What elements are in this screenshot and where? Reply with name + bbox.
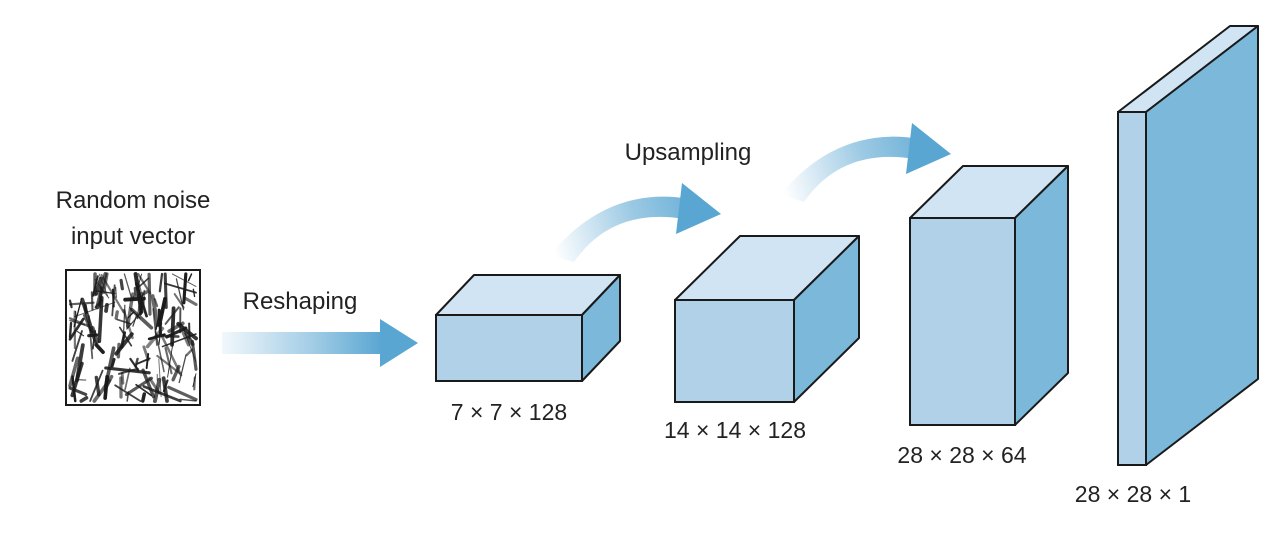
noise-stroke [90, 291, 94, 311]
noise-stroke [115, 286, 117, 299]
reshaping-arrow [222, 319, 418, 367]
noise-stroke [138, 273, 143, 286]
block-3-dims-label: 28 × 28 × 64 [897, 442, 1026, 468]
noise-stroke [68, 317, 90, 328]
noise-stroke [114, 310, 119, 320]
noise-stroke [187, 273, 193, 282]
noise-stroke [164, 346, 173, 375]
noise-stroke [88, 315, 94, 360]
noise-stroke [73, 301, 116, 318]
noise-stroke [68, 356, 80, 388]
noise-stroke [111, 288, 115, 308]
noise-stroke [158, 272, 164, 293]
noise-stroke [141, 392, 147, 403]
noise-stroke [181, 330, 191, 347]
block-2-dims-label: 14 × 14 × 128 [664, 417, 806, 443]
feature-map-block-28x28x64 [909, 165, 1069, 426]
noise-stroke [152, 308, 158, 346]
noise-stroke [92, 275, 99, 297]
noise-stroke [120, 371, 125, 385]
noise-stroke [95, 272, 108, 310]
noise-stroke [185, 348, 194, 357]
noise-stroke [167, 343, 174, 378]
noise-stroke [71, 330, 83, 362]
noise-stroke [162, 379, 169, 393]
reshaping-label: Reshaping [243, 288, 358, 315]
upsampling-label: Upsampling [625, 139, 752, 166]
noise-stroke [158, 358, 162, 398]
noise-stroke [91, 330, 97, 350]
noise-stroke [150, 294, 160, 328]
noise-stroke [70, 361, 84, 398]
noise-stroke [145, 352, 150, 370]
noise-stroke [152, 377, 162, 403]
noise-stroke [110, 357, 116, 368]
noise-stroke [124, 376, 154, 397]
block-1-front-face [435, 314, 583, 382]
noise-stroke [123, 273, 133, 300]
noise-stroke [135, 357, 151, 365]
noise-stroke [164, 282, 197, 294]
feature-map-block-7x7x128 [435, 274, 621, 382]
noise-stroke [104, 302, 109, 313]
noise-stroke [114, 332, 134, 356]
noise-stroke [179, 398, 197, 402]
feature-map-block-28x28x1 [1117, 25, 1259, 466]
noise-stroke [190, 339, 198, 371]
block-1-dims-label: 7 × 7 × 128 [451, 399, 567, 425]
noise-stroke [147, 272, 152, 316]
noise-stroke [98, 273, 108, 297]
noise-stroke [117, 367, 139, 375]
noise-stroke [154, 330, 165, 373]
noise-stroke [184, 297, 198, 306]
block-2-front-face [674, 299, 795, 403]
noise-stroke [171, 364, 181, 382]
noise-stroke [94, 375, 101, 397]
noise-stroke [103, 374, 114, 391]
noise-stroke [97, 295, 104, 343]
noise-stroke [141, 368, 156, 399]
noise-stroke [94, 343, 105, 355]
noise-stroke [167, 385, 198, 402]
noise-image-icon [65, 269, 201, 406]
noise-stroke [157, 308, 163, 337]
noise-stroke [69, 319, 86, 326]
noise-stroke [137, 272, 152, 295]
noise-stroke [182, 272, 188, 305]
noise-stroke [153, 298, 159, 308]
noise-stroke [119, 278, 124, 291]
noise-stroke [138, 298, 144, 316]
block-3-front-face [909, 217, 1016, 426]
block-4-dims-label: 28 × 28 × 1 [1075, 481, 1191, 507]
noise-stroke [164, 306, 180, 325]
noise-stroke [104, 366, 151, 375]
noise-stroke [79, 396, 89, 403]
noise-stroke [173, 293, 185, 309]
feature-map-block-14x14x128 [674, 235, 860, 403]
noise-stroke [134, 357, 139, 368]
block-4-front-face [1117, 111, 1147, 466]
noise-stroke [68, 301, 95, 306]
noise-stroke [118, 326, 133, 347]
noise-stroke [132, 313, 138, 327]
noise-stroke [192, 373, 197, 388]
noise-stroke [68, 317, 85, 341]
noise-stroke [130, 307, 154, 330]
input-label-line2: input vector [71, 223, 195, 250]
upsampling-arrow-1 [550, 183, 721, 262]
noise-stroke [163, 272, 168, 309]
upsampling-arrow-2 [780, 123, 951, 202]
input-label-line1: Random noise [56, 187, 211, 214]
noise-stroke [171, 273, 197, 287]
noise-stroke [178, 354, 187, 384]
noise-stroke [68, 321, 73, 339]
noise-stroke [76, 331, 85, 337]
